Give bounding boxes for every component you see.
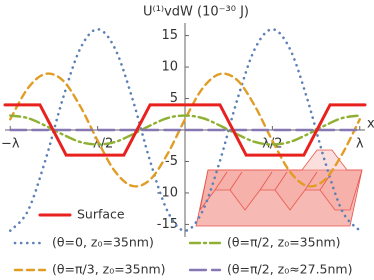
legend-label: (θ=π/2, z₀≈27.5nm) xyxy=(227,262,353,277)
y-axis-label: U⁽¹⁾vdW (10⁻³⁰ J) xyxy=(143,5,249,20)
legend-label: (θ=0, z₀=35nm) xyxy=(52,235,154,250)
series-line xyxy=(9,72,361,188)
x-axis-label: x₀ xyxy=(367,117,374,132)
series-line xyxy=(9,114,361,146)
series-line xyxy=(3,103,367,157)
legend-label: (θ=π/2, z₀=35nm) xyxy=(227,235,341,250)
legend-label: (θ=π/3, z₀=35nm) xyxy=(52,262,166,277)
legend-label: Surface xyxy=(77,207,125,222)
x-tick-label: −λ xyxy=(1,137,20,152)
y-tick-label: -15 xyxy=(157,217,178,232)
x-tick-label: λ xyxy=(356,137,364,152)
y-tick-label: 5 xyxy=(170,91,178,106)
y-tick-label: 10 xyxy=(161,60,178,75)
y-tick-label: -10 xyxy=(157,185,178,200)
y-tick-label: 15 xyxy=(161,28,178,43)
y-tick-label: -5 xyxy=(165,154,178,169)
